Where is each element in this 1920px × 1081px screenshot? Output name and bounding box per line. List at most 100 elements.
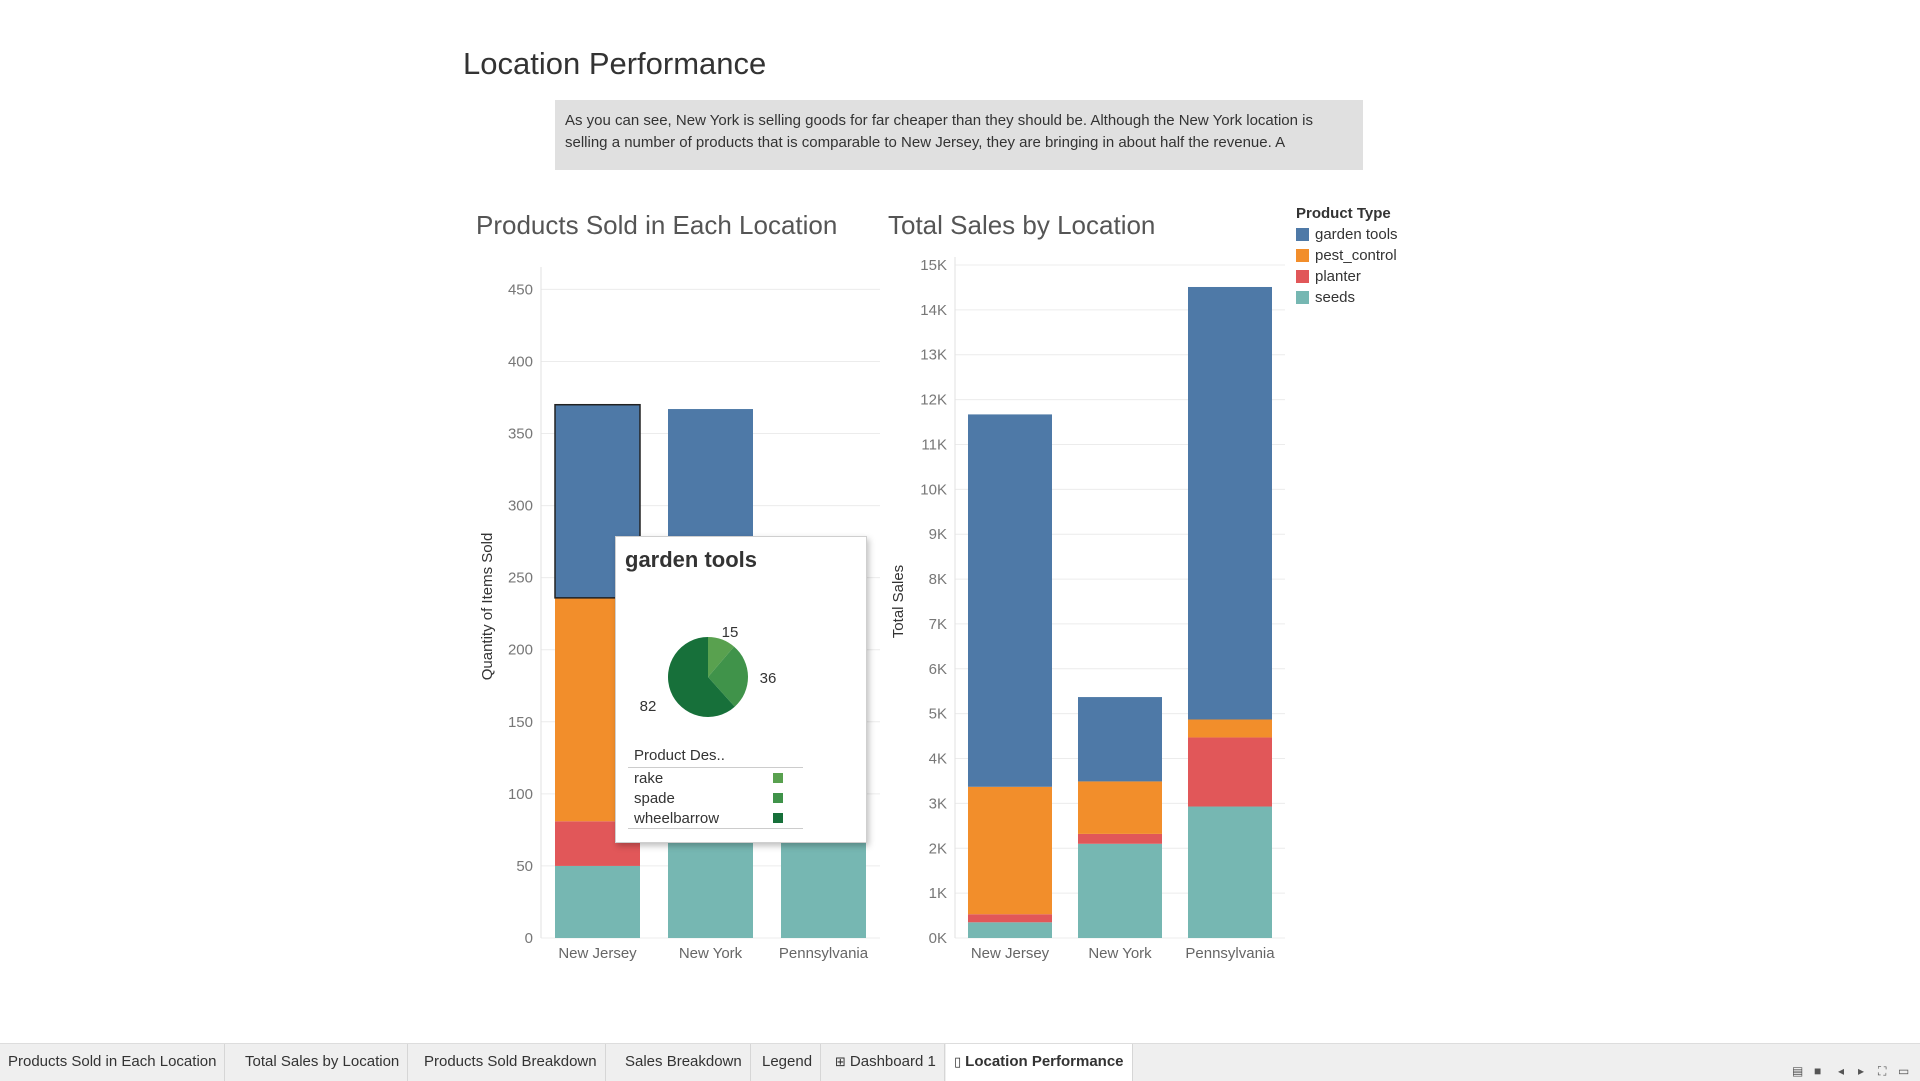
legend-swatch bbox=[1296, 291, 1309, 304]
legend-label: seeds bbox=[1315, 289, 1356, 306]
bar-segment-pennsylvania-seeds[interactable] bbox=[1188, 806, 1272, 938]
tooltip-legend-label: wheelbarrow bbox=[634, 809, 720, 827]
y-tick-label: 50 bbox=[516, 858, 533, 875]
bar-segment-new-jersey-seeds[interactable] bbox=[555, 865, 640, 938]
chart-title-products-sold: Products Sold in Each Location bbox=[476, 210, 838, 240]
tooltip-pie-chart: 15 36 82 bbox=[640, 624, 777, 717]
bar-segment-new-york-planter[interactable] bbox=[1078, 833, 1162, 844]
previous-icon[interactable]: ◂ bbox=[1838, 1064, 1845, 1078]
dashboard-icon: ⊞ bbox=[835, 1054, 846, 1069]
legend-swatch bbox=[1296, 228, 1309, 241]
y-tick-label: 350 bbox=[508, 426, 533, 443]
tooltip-legend-swatch bbox=[773, 813, 783, 823]
legend-item-planter[interactable]: planter bbox=[1296, 266, 1398, 287]
story-icon: ▯ bbox=[954, 1054, 962, 1069]
tab-label: Products Sold Breakdown bbox=[424, 1053, 597, 1070]
bar-segment-new-jersey-seeds[interactable] bbox=[968, 922, 1052, 938]
tooltip-legend-item-rake: rake bbox=[628, 768, 803, 788]
bar-segment-pennsylvania-garden-tools[interactable] bbox=[1188, 286, 1272, 720]
legend-label: garden tools bbox=[1315, 226, 1398, 243]
y-tick-label: 300 bbox=[508, 498, 533, 515]
y-tick-label: 13K bbox=[920, 347, 947, 364]
tab-label: Total Sales by Location bbox=[245, 1053, 400, 1070]
sheet-tab-bar: Products Sold in Each Location Total Sale… bbox=[0, 1043, 1920, 1081]
y-tick-label: 1K bbox=[929, 885, 947, 902]
y-tick-label: 15K bbox=[920, 257, 947, 274]
tab-location-performance[interactable]: ▯ Location Performance bbox=[946, 1044, 1133, 1081]
y-tick-label: 5K bbox=[929, 706, 947, 723]
pie-value-label: 36 bbox=[760, 670, 777, 687]
next-icon[interactable]: ▸ bbox=[1858, 1064, 1865, 1078]
legend-item-pest-control[interactable]: pest_control bbox=[1296, 245, 1398, 266]
x-tick-label-new-jersey: New Jersey bbox=[971, 945, 1050, 962]
grid-view-icon[interactable]: ▤ bbox=[1792, 1064, 1804, 1078]
bar-segment-pennsylvania-pest-control[interactable] bbox=[1188, 719, 1272, 738]
tab-products-sold-breakdown[interactable]: Products Sold Breakdown bbox=[416, 1044, 606, 1081]
tooltip-legend-title: Product Des.. bbox=[628, 747, 803, 768]
bar-segment-new-jersey-pest-control[interactable] bbox=[968, 786, 1052, 915]
legend-title: Product Type bbox=[1296, 205, 1391, 222]
legend-label: pest_control bbox=[1315, 247, 1397, 264]
pie-slice-wheelbarrow bbox=[668, 637, 735, 717]
presentation-icon[interactable]: ▭ bbox=[1898, 1064, 1910, 1078]
y-tick-label: 0K bbox=[929, 930, 947, 947]
y-axis-label: Total Sales bbox=[890, 565, 907, 638]
total-sales-chart[interactable]: 0K 1K 2K 3K 4K 5K 6K 7K 8K 9K 10K 11K 12K 13K 14K 15K To… bbox=[885, 250, 1295, 970]
bar-segment-new-york-seeds[interactable] bbox=[668, 837, 753, 938]
y-tick-label: 9K bbox=[929, 526, 947, 543]
y-tick-label: 3K bbox=[929, 795, 947, 812]
pie-value-label: 15 bbox=[722, 624, 739, 641]
y-tick-label: 250 bbox=[508, 570, 533, 587]
legend-swatch bbox=[1296, 249, 1309, 262]
filmstrip-view-icon[interactable]: ■ bbox=[1814, 1064, 1822, 1078]
bar-segment-new-jersey-garden-tools[interactable] bbox=[968, 414, 1052, 787]
bar-segment-pennsylvania-planter[interactable] bbox=[1188, 737, 1272, 807]
fullscreen-icon[interactable]: ⛶ bbox=[1878, 1064, 1887, 1078]
tab-label: Location Performance bbox=[965, 1053, 1124, 1070]
x-tick-label-new-jersey: New Jersey bbox=[558, 945, 637, 962]
bar-segment-pennsylvania-seeds[interactable] bbox=[781, 837, 866, 938]
y-tick-label: 0 bbox=[525, 930, 533, 947]
tooltip-popup: garden tools 15 36 82 Product Des.. rake sp… bbox=[615, 536, 867, 843]
y-tick-label: 8K bbox=[929, 571, 947, 588]
y-tick-label: 100 bbox=[508, 786, 533, 803]
y-tick-label: 10K bbox=[920, 481, 947, 498]
tab-legend[interactable]: Legend bbox=[754, 1044, 822, 1081]
y-tick-label: 6K bbox=[929, 661, 947, 678]
tab-products-sold-in-each-location[interactable]: Products Sold in Each Location bbox=[0, 1044, 226, 1081]
tab-label: Legend bbox=[762, 1053, 813, 1070]
legend-item-seeds[interactable]: seeds bbox=[1296, 287, 1398, 308]
tooltip-legend-item-spade: spade bbox=[628, 788, 803, 808]
y-tick-label: 200 bbox=[508, 642, 533, 659]
y-tick-label: 4K bbox=[929, 751, 947, 768]
pie-value-label: 82 bbox=[640, 698, 657, 715]
tooltip-legend: Product Des.. rake spade wheelbarrow bbox=[628, 747, 803, 829]
caption-text: As you can see, New York is selling good… bbox=[555, 100, 1363, 170]
y-tick-label: 12K bbox=[920, 392, 947, 409]
x-tick-label-new-york: New York bbox=[1088, 945, 1152, 962]
bar-segment-new-york-seeds[interactable] bbox=[1078, 843, 1162, 938]
x-tick-label-pennsylvania: Pennsylvania bbox=[1185, 945, 1275, 962]
tooltip-legend-label: spade bbox=[634, 789, 675, 807]
bar-segment-new-york-pest-control[interactable] bbox=[1078, 781, 1162, 834]
pie-slice-spade bbox=[708, 646, 748, 707]
y-axis-label: Quantity of Items Sold bbox=[479, 533, 496, 681]
tab-sales-breakdown[interactable]: Sales Breakdown bbox=[617, 1044, 751, 1081]
chart-title-total-sales: Total Sales by Location bbox=[888, 210, 1156, 240]
bar-segment-new-jersey-planter[interactable] bbox=[968, 914, 1052, 923]
y-tick-label: 11K bbox=[921, 436, 947, 453]
page-title: Location Performance bbox=[463, 46, 767, 81]
y-tick-label: 450 bbox=[508, 281, 533, 298]
bar-segment-new-york-garden-tools[interactable] bbox=[1078, 697, 1162, 782]
y-tick-label: 14K bbox=[920, 302, 947, 319]
tab-dashboard-1[interactable]: ⊞ Dashboard 1 bbox=[827, 1044, 945, 1081]
y-tick-label: 150 bbox=[508, 714, 533, 731]
pie-slice-rake bbox=[708, 637, 735, 677]
tooltip-legend-item-wheelbarrow: wheelbarrow bbox=[628, 808, 803, 829]
tooltip-legend-swatch bbox=[773, 773, 783, 783]
x-tick-label-new-york: New York bbox=[679, 945, 743, 962]
tab-total-sales-by-location[interactable]: Total Sales by Location bbox=[237, 1044, 409, 1081]
legend-item-garden-tools[interactable]: garden tools bbox=[1296, 224, 1398, 245]
tab-label: Dashboard 1 bbox=[849, 1053, 936, 1070]
